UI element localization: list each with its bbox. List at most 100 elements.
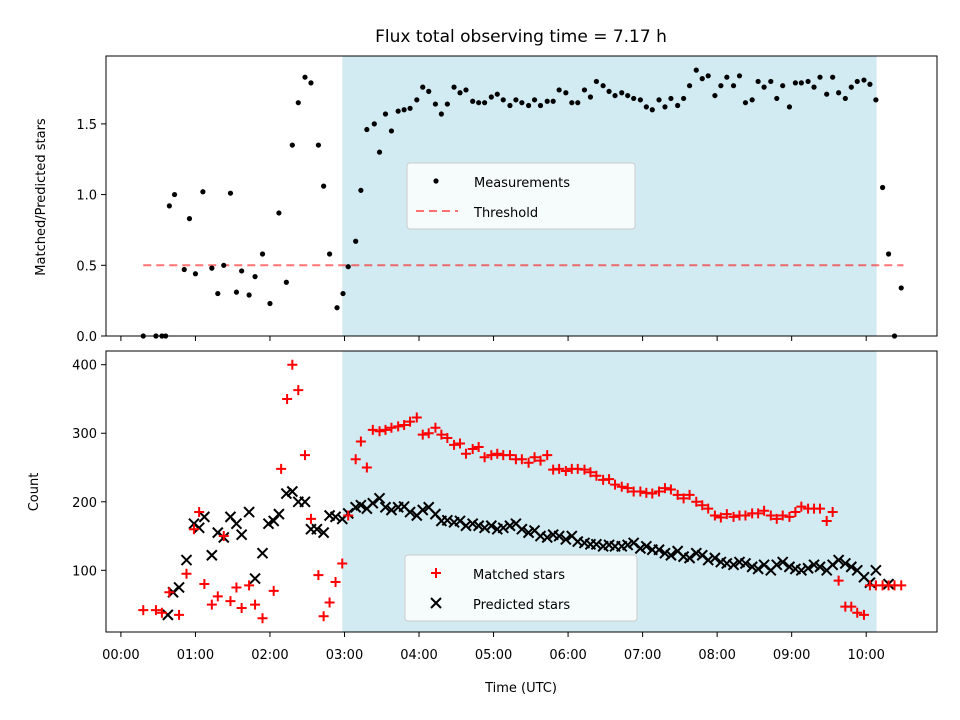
measurement-point: [321, 183, 327, 189]
measurement-point: [340, 290, 346, 297]
matched-star-point: [759, 505, 770, 516]
bottom-y-tick-label: 100: [72, 564, 97, 579]
measurement-point: [587, 94, 594, 100]
predicted-star-point: [771, 559, 783, 571]
measurement-point: [239, 268, 245, 274]
measurement-point: [761, 84, 767, 90]
measurement-point: [600, 83, 606, 89]
measurement-point: [798, 80, 804, 86]
measurement-point: [805, 78, 811, 85]
bottom-y-tick-label: 200: [72, 496, 97, 511]
matched-star-point: [846, 601, 857, 612]
matched-star-point: [164, 587, 175, 598]
matched-star-point: [236, 603, 247, 614]
measurement-point: [649, 107, 655, 113]
x-axis-label: Time (UTC): [484, 681, 557, 696]
top-y-tick-label: 1.0: [76, 189, 97, 204]
matched-star-point: [361, 462, 372, 473]
matched-star-point: [579, 464, 590, 475]
predicted-star-point: [640, 540, 653, 553]
predicted-star-point: [777, 556, 789, 568]
measurement-point: [401, 107, 407, 113]
measurement-point: [295, 100, 301, 106]
matched-star-point: [206, 599, 217, 610]
measurement-point: [730, 83, 737, 89]
matched-star-point: [821, 515, 832, 526]
predicted-star-point: [553, 530, 565, 542]
measurement-point: [345, 264, 351, 270]
matched-star-point: [257, 613, 268, 624]
predicted-star-point: [590, 538, 603, 550]
matched-star-point: [703, 503, 714, 514]
matched-star-point: [858, 609, 869, 620]
measurement-point: [259, 251, 266, 257]
matched-star-point: [622, 483, 633, 494]
measurement-point: [513, 97, 519, 103]
predicted-star-point: [373, 492, 386, 505]
measurement-point: [873, 97, 879, 103]
measurement-point: [718, 83, 724, 89]
predicted-star-point: [478, 522, 491, 534]
predicted-star-point: [727, 559, 740, 571]
predicted-star-point: [739, 557, 752, 570]
measurement-point: [885, 251, 892, 257]
predicted-star-point: [404, 506, 416, 518]
matched-star-point: [355, 436, 366, 447]
predicted-star-point: [870, 564, 882, 577]
measurement-point: [215, 290, 221, 297]
measurement-point: [668, 95, 674, 102]
matched-star-point: [542, 450, 553, 461]
matched-star-point: [784, 511, 795, 522]
measurement-point: [414, 97, 420, 103]
matched-star-point: [343, 510, 354, 521]
predicted-star-point: [329, 511, 342, 523]
matched-star-point: [150, 605, 161, 616]
x-tick-label: 09:00: [773, 648, 810, 663]
measurement-point: [637, 97, 643, 103]
measurement-point: [712, 92, 718, 99]
x-tick-label: 03:00: [326, 648, 363, 663]
matched-star-point: [399, 420, 410, 431]
matched-star-point: [715, 512, 726, 523]
measurement-point: [656, 97, 662, 103]
measurement-point: [681, 95, 687, 102]
matched-star-point: [753, 508, 764, 519]
matched-star-point: [423, 428, 434, 439]
measurement-point: [824, 91, 830, 97]
matched-star-point: [728, 511, 739, 522]
x-tick-label: 04:00: [400, 648, 437, 663]
measurement-point: [470, 98, 476, 104]
measurement-point: [625, 92, 631, 99]
predicted-star-point: [286, 485, 299, 498]
bottom-panel: 100 200 300 400 00:00 01:00 02:00 03:00 04:00 05:…: [27, 351, 938, 696]
matched-star-point: [430, 422, 441, 433]
bottom-y-tick-label: 400: [72, 359, 97, 374]
matched-star-point: [697, 500, 708, 511]
top-legend-frame: [406, 162, 636, 230]
matched-star-point: [313, 570, 324, 581]
matched-star-point: [516, 454, 527, 465]
measurement-point: [192, 271, 199, 277]
measurement-point: [181, 266, 187, 273]
bottom-legend: Matched stars Predicted stars: [404, 554, 638, 622]
measurement-point: [315, 142, 322, 148]
predicted-star-point: [162, 609, 174, 621]
predicted-star-point: [814, 561, 826, 573]
measurement-point: [724, 74, 730, 80]
matched-star-point: [591, 470, 602, 481]
matched-star-point: [393, 421, 404, 432]
legend-predicted-label: Predicted stars: [473, 598, 570, 613]
measurement-point: [209, 265, 215, 271]
matched-star-point: [647, 488, 658, 499]
top-y-axis-label: Matched/Predicted stars: [34, 118, 49, 276]
predicted-star-point: [243, 506, 255, 518]
matched-star-point: [560, 465, 571, 476]
measurement-point: [736, 73, 743, 79]
predicted-star-point: [702, 554, 714, 566]
predicted-star-point: [173, 581, 185, 594]
matched-star-point: [684, 489, 695, 500]
measurement-point: [438, 111, 444, 117]
matched-star-point: [436, 429, 447, 440]
predicted-star-point: [516, 523, 528, 535]
